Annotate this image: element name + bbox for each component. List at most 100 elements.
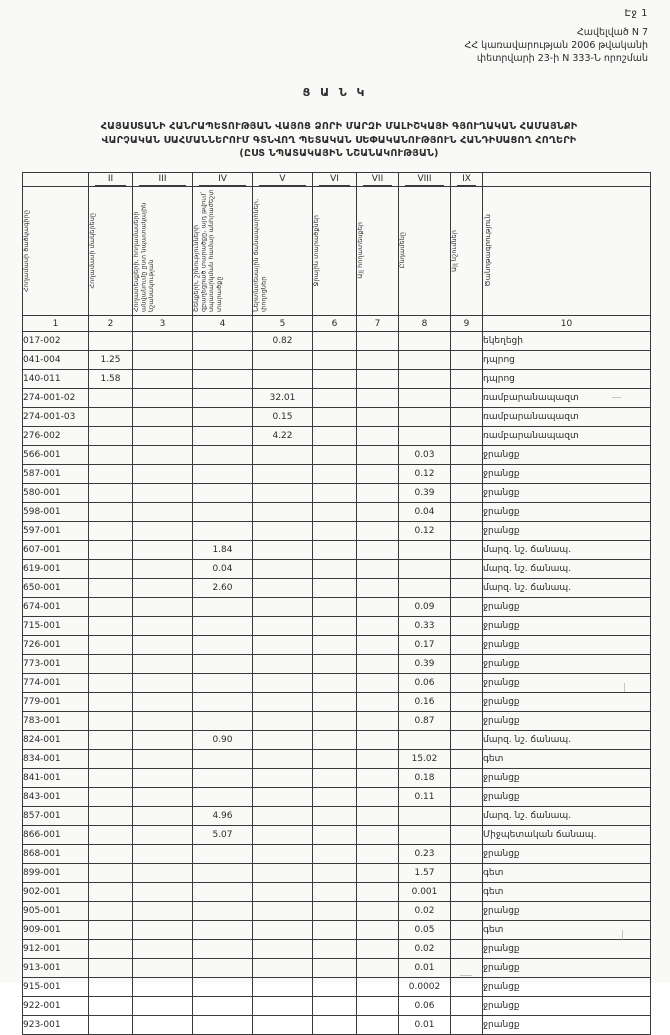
value-cell-col3 bbox=[132, 502, 193, 522]
value-cell-col8: 0.06 bbox=[398, 996, 451, 1016]
value-cell-col2 bbox=[88, 445, 133, 465]
roman-numeral-cell-5: V bbox=[252, 172, 313, 187]
table-row: 017-002 0.82 եկեղեցի bbox=[22, 331, 651, 351]
table-row: 902-001 0.001 գետ bbox=[22, 882, 651, 902]
cell-value: 0.02 bbox=[414, 906, 435, 916]
value-cell-col9 bbox=[450, 787, 483, 807]
land-parcel-code: 902-001 bbox=[23, 887, 61, 897]
value-cell-col3 bbox=[132, 711, 193, 731]
value-cell-col2 bbox=[88, 483, 133, 503]
value-cell-col5: 32.01 bbox=[252, 388, 313, 408]
value-cell-col9 bbox=[450, 730, 483, 750]
land-parcel-code-cell: 779-001 bbox=[22, 692, 89, 712]
value-cell-col2 bbox=[88, 597, 133, 617]
value-cell-col6 bbox=[312, 502, 357, 522]
value-cell-col9 bbox=[450, 806, 483, 826]
notes-cell: ջրանցք bbox=[482, 464, 651, 484]
scan-artifact bbox=[622, 930, 623, 940]
roman-numeral-cell-10 bbox=[482, 172, 651, 187]
value-cell-col3 bbox=[132, 844, 193, 864]
value-cell-col5 bbox=[252, 673, 313, 693]
value-cell-col8: 0.02 bbox=[398, 939, 451, 959]
value-cell-col9 bbox=[450, 559, 483, 579]
notes-cell: ջրանցք bbox=[482, 673, 651, 693]
value-cell-col9 bbox=[450, 616, 483, 636]
land-parcel-code-cell: 899-001 bbox=[22, 863, 89, 883]
value-cell-col2 bbox=[88, 749, 133, 769]
value-cell-col9 bbox=[450, 369, 483, 389]
notes-cell: Միջպետական ճանապ. bbox=[482, 825, 651, 845]
value-cell-col9 bbox=[450, 1015, 483, 1035]
value-cell-col8 bbox=[398, 369, 451, 389]
value-cell-col3 bbox=[132, 730, 193, 750]
table-row: 913-001 0.01 ջրանցք bbox=[22, 958, 651, 978]
land-use-name: գետ bbox=[483, 925, 504, 935]
land-parcel-code-cell: 726-001 bbox=[22, 635, 89, 655]
notes-cell: ջրանցք bbox=[482, 521, 651, 541]
value-cell-col2 bbox=[88, 901, 133, 921]
value-cell-col8: 0.18 bbox=[398, 768, 451, 788]
value-cell-col6 bbox=[312, 445, 357, 465]
table-row: 566-001 0.03 ջրանցք bbox=[22, 445, 651, 465]
cell-value: 0.06 bbox=[414, 1001, 435, 1011]
land-parcel-code-cell: 913-001 bbox=[22, 958, 89, 978]
column-number-label: 8 bbox=[421, 318, 428, 329]
land-use-name: ջրանցք bbox=[483, 602, 520, 612]
notes-cell: մարզ. նշ. ճանապ. bbox=[482, 578, 651, 598]
land-use-name: ջրանցք bbox=[483, 944, 520, 954]
value-cell-col2 bbox=[88, 464, 133, 484]
table-row: 909-001 0.05 գետ bbox=[22, 920, 651, 940]
title-line-1: ՀԱՅԱՍՏԱՆԻ ՀԱՆՐԱՊԵՏՈՒԹՅԱՆ ՎԱՅՈՑ ՁՈՐԻ ՄԱՐԶ… bbox=[100, 121, 578, 132]
value-cell-col7 bbox=[356, 749, 399, 769]
cell-value: 4.96 bbox=[212, 811, 233, 821]
column-number-label: 1 bbox=[52, 318, 59, 329]
cell-value: 5.07 bbox=[212, 830, 233, 840]
land-parcel-code: 857-001 bbox=[23, 811, 61, 821]
column-header-1: Հողամասի ծածկագիրը bbox=[22, 186, 89, 316]
value-cell-col6 bbox=[312, 977, 357, 997]
value-cell-col5 bbox=[252, 1015, 313, 1035]
roman-numeral-cell-7: VII bbox=[356, 172, 399, 187]
notes-cell: ջրանցք bbox=[482, 768, 651, 788]
land-parcel-code: 922-001 bbox=[23, 1001, 61, 1011]
roman-numeral-cell-1 bbox=[22, 172, 89, 187]
table-row: 580-001 0.39 ջրանցք bbox=[22, 483, 651, 503]
roman-numeral-label: VIII bbox=[405, 174, 444, 186]
value-cell-col3 bbox=[132, 464, 193, 484]
table-row: 674-001 0.09 ջրանցք bbox=[22, 597, 651, 617]
value-cell-col8: 0.01 bbox=[398, 1015, 451, 1035]
value-cell-col8 bbox=[398, 540, 451, 560]
value-cell-col7 bbox=[356, 445, 399, 465]
column-header-4: Շենքերի, շինությունների զբաղեցրած տարածք… bbox=[192, 186, 253, 316]
land-use-name: դպրոց bbox=[483, 355, 515, 365]
title-line-3: (ԸՍՏ ՆՊԱՏԱԿԱՅԻՆ ՆՇԱՆԱԿՈՒԹՅԱՆ) bbox=[239, 148, 439, 159]
value-cell-col2 bbox=[88, 559, 133, 579]
cell-value: 0.39 bbox=[414, 488, 435, 498]
notes-cell: ջրանցք bbox=[482, 901, 651, 921]
land-use-name: ջրանցք bbox=[483, 621, 520, 631]
value-cell-col3 bbox=[132, 749, 193, 769]
land-parcel-code-cell: 274-001-02 bbox=[22, 388, 89, 408]
notes-cell: գետ bbox=[482, 882, 651, 902]
land-parcel-code: 834-001 bbox=[23, 754, 61, 764]
column-number-label: 3 bbox=[159, 318, 166, 329]
value-cell-col9 bbox=[450, 825, 483, 845]
value-cell-col3 bbox=[132, 806, 193, 826]
land-parcel-code: 597-001 bbox=[23, 526, 61, 536]
cell-value: 0.16 bbox=[414, 697, 435, 707]
value-cell-col5 bbox=[252, 768, 313, 788]
value-cell-col7 bbox=[356, 331, 399, 351]
value-cell-col6 bbox=[312, 768, 357, 788]
value-cell-col8: 0.04 bbox=[398, 502, 451, 522]
value-cell-col3 bbox=[132, 977, 193, 997]
value-cell-col9 bbox=[450, 521, 483, 541]
column-number-cell-10: 10 bbox=[482, 315, 651, 332]
value-cell-col8: 0.16 bbox=[398, 692, 451, 712]
value-cell-col8: 0.33 bbox=[398, 616, 451, 636]
land-parcel-code: 913-001 bbox=[23, 963, 61, 973]
land-parcel-code: 274-001-02 bbox=[23, 393, 76, 403]
value-cell-col9 bbox=[450, 578, 483, 598]
column-number-label: 10 bbox=[560, 318, 573, 329]
value-cell-col7 bbox=[356, 388, 399, 408]
table-row: 041-004 1.25 դպրոց bbox=[22, 350, 651, 370]
